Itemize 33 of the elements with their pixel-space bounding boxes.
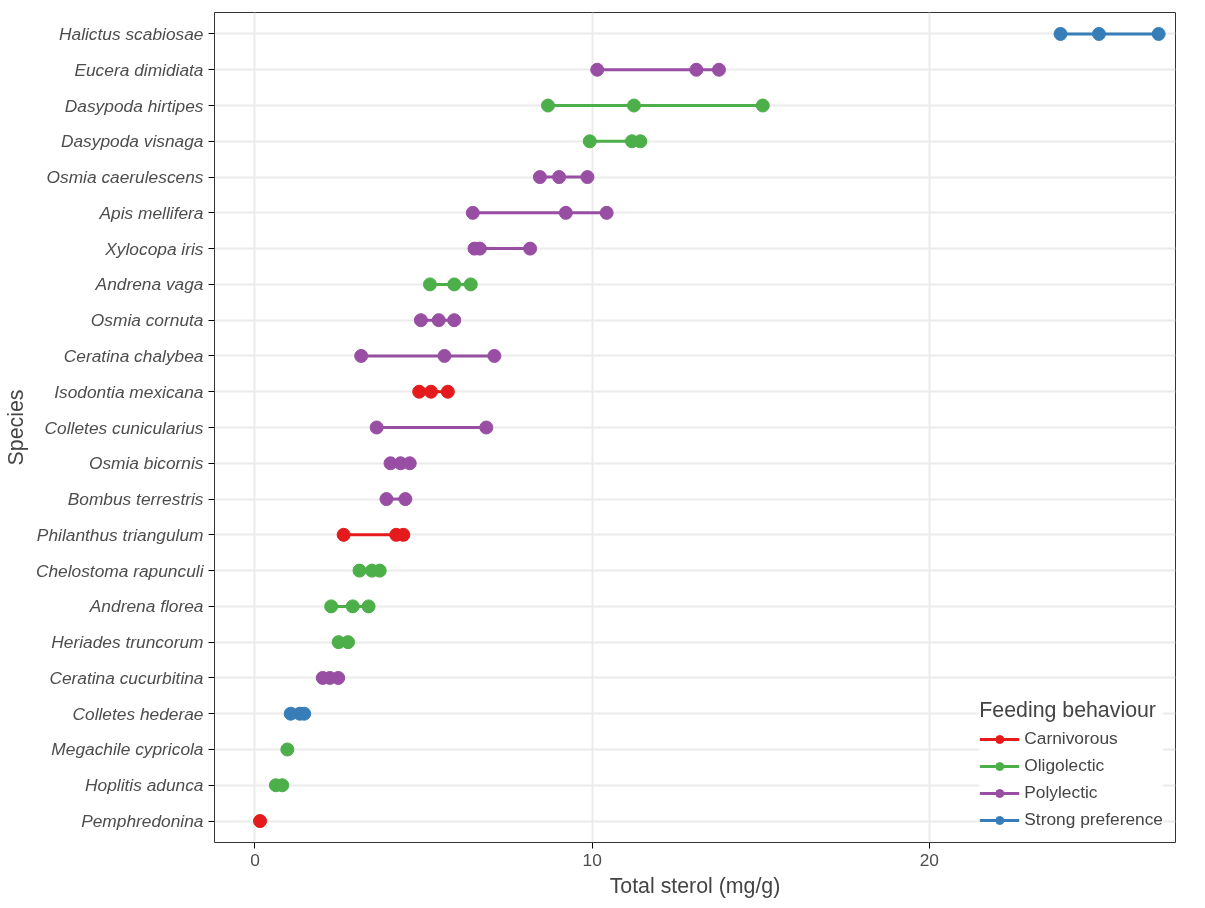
y-tick-label: Hoplitis adunca	[85, 775, 204, 796]
legend-title: Feeding behaviour	[979, 698, 1157, 723]
y-tick-label: Osmia bicornis	[88, 453, 204, 474]
y-tick-label: Apis mellifera	[98, 202, 204, 223]
y-tick-label: Isodontia mexicana	[54, 381, 204, 402]
y-tick-label: Dasypoda hirtipes	[64, 95, 204, 116]
y-tick-label: Osmia cornuta	[90, 310, 204, 331]
y-tick-label: Colletes cunicularius	[44, 417, 204, 438]
y-tick-label: Eucera dimidiata	[74, 59, 204, 80]
x-axis-title: Total sterol (mg/g)	[609, 873, 781, 898]
y-tick-label: Heriades truncorum	[51, 632, 204, 653]
y-tick-label: Ceratina cucurbitina	[49, 667, 204, 688]
y-tick-label: Colletes hederae	[72, 703, 204, 724]
y-tick-label: Philanthus triangulum	[36, 524, 204, 545]
y-tick-label: Chelostoma rapunculi	[35, 560, 205, 581]
y-tick-label: Osmia caerulescens	[46, 167, 204, 188]
y-tick-label: Ceratina chalybea	[63, 345, 204, 366]
y-tick-label: Bombus terrestris	[67, 489, 204, 510]
x-tick-label: 20	[919, 849, 939, 870]
legend-label: Polylectic	[1024, 782, 1098, 803]
y-tick-label: Pemphredonina	[81, 811, 204, 832]
y-tick-label: Andrena vaga	[94, 274, 204, 295]
x-tick-label: 0	[250, 849, 260, 870]
y-axis-title: Species	[3, 389, 28, 466]
legend-label: Carnivorous	[1024, 728, 1118, 749]
y-tick-label: Xylocopa iris	[104, 238, 204, 259]
legend-label: Strong preference	[1024, 809, 1163, 830]
y-tick-label: Megachile cypricola	[51, 739, 204, 760]
x-tick-label: 10	[582, 849, 602, 870]
y-tick-label: Dasypoda visnaga	[60, 131, 204, 152]
y-tick-label: Halictus scabiosae	[59, 23, 204, 44]
y-tick-label: Andrena florea	[88, 596, 204, 617]
legend-label: Oligolectic	[1024, 755, 1105, 776]
